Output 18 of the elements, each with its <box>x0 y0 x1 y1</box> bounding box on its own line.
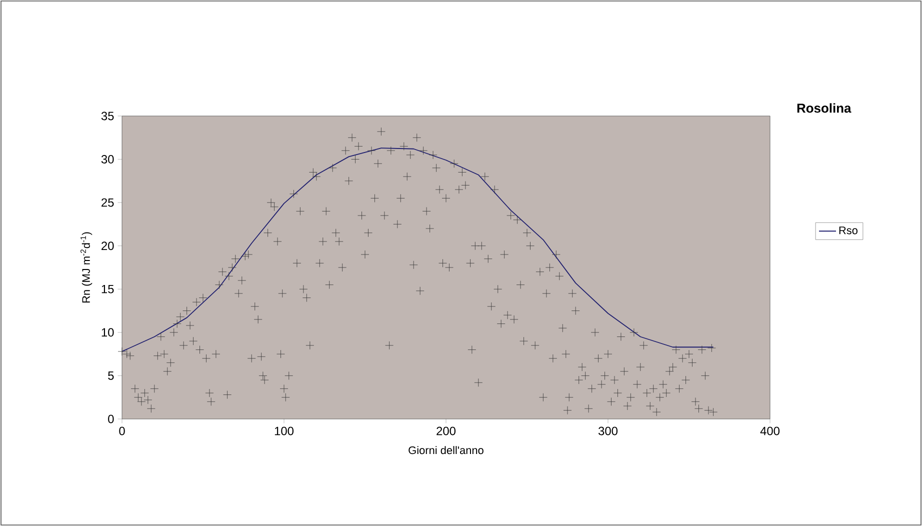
text: Rosolina <box>797 103 852 113</box>
legend-label: Rso <box>839 226 858 234</box>
x-tick-label: 0 <box>119 426 125 436</box>
x-tick-label: 300 <box>598 426 618 436</box>
y-tick-label: 20 <box>102 242 114 250</box>
y-tick-label: 35 <box>101 112 114 120</box>
x-tick-label: 100 <box>274 426 294 436</box>
y-tick-label: 10 <box>102 328 114 337</box>
y-tick-label: 15 <box>102 284 114 294</box>
y-tick-label: 5 <box>108 372 114 380</box>
y-tick-label: 25 <box>102 198 114 207</box>
x-tick-label: 400 <box>760 426 780 436</box>
y-axis-title: Rn (MJ m$^{-2}$d$^{-1}$) <box>80 232 92 303</box>
y-tick-label: 30 <box>101 155 114 164</box>
line-series <box>122 148 714 352</box>
y-tick-label: 0 <box>108 414 114 424</box>
x-tick-label: 200 <box>436 426 456 436</box>
x-axis-title: Giorni dell'anno <box>408 446 484 454</box>
